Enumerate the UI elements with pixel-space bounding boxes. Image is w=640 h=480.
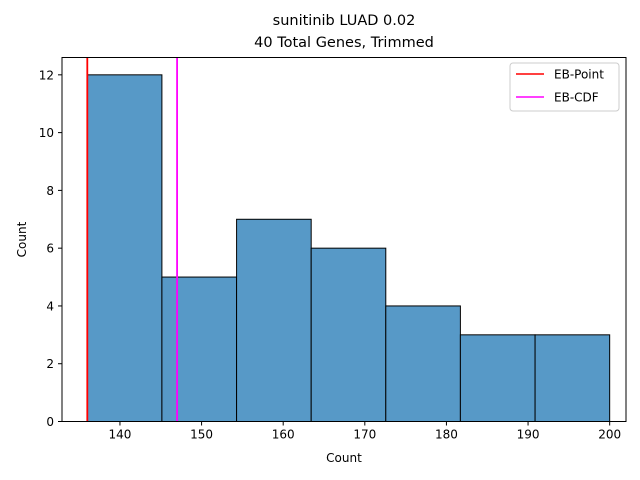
legend: EB-Point EB-CDF xyxy=(509,62,620,112)
chart-title: sunitinib LUAD 0.02 xyxy=(273,13,416,29)
legend-label-eb-point: EB-Point xyxy=(554,68,604,82)
histogram-bars xyxy=(86,74,611,423)
legend-label-eb-cdf: EB-CDF xyxy=(554,91,599,105)
x-tick-label: 150 xyxy=(190,428,213,442)
histogram-bar xyxy=(385,305,461,423)
histogram-bar xyxy=(236,218,312,422)
y-tick-label: 10 xyxy=(39,126,54,140)
y-tick-label: 0 xyxy=(46,415,54,429)
y-tick-label: 8 xyxy=(46,184,54,198)
y-tick-label: 6 xyxy=(46,242,54,256)
x-tick-label: 190 xyxy=(517,428,540,442)
x-tick-label: 160 xyxy=(272,428,295,442)
legend-box xyxy=(509,62,620,112)
histogram-bar xyxy=(86,74,163,422)
x-tick-label: 170 xyxy=(353,428,376,442)
x-tick-label: 200 xyxy=(598,428,621,442)
y-tick-label: 4 xyxy=(46,299,54,313)
y-axis-label: Count xyxy=(15,221,29,257)
y-axis-ticks: 0 2 4 6 8 10 12 xyxy=(39,68,62,429)
x-axis-label: Count xyxy=(326,451,362,465)
x-axis-ticks: 140 150 160 170 180 190 200 xyxy=(108,421,621,442)
x-tick-label: 180 xyxy=(435,428,458,442)
histogram-bar xyxy=(161,276,238,422)
y-tick-label: 2 xyxy=(46,357,54,371)
chart-subtitle: 40 Total Genes, Trimmed xyxy=(254,35,434,51)
plot-frame xyxy=(61,57,627,422)
y-tick-label: 12 xyxy=(39,68,54,82)
x-tick-label: 140 xyxy=(108,428,131,442)
histogram-bar xyxy=(534,334,611,423)
histogram-bar xyxy=(459,334,536,423)
histogram-bar xyxy=(310,247,387,422)
reference-lines xyxy=(86,57,178,422)
